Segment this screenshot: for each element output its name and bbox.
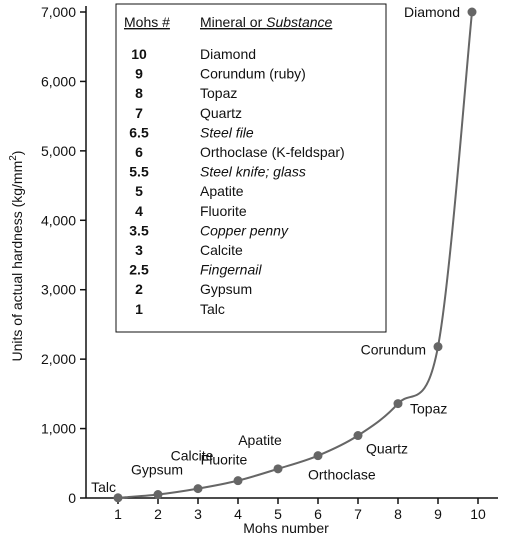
x-tick-label: 9	[434, 506, 442, 522]
table-header-name-plain: Mineral or	[200, 14, 266, 30]
x-tick-label: 6	[314, 506, 322, 522]
table-frame	[115, 3, 387, 333]
table-row-name: Fluorite	[200, 203, 247, 219]
y-tick-label: 3,000	[41, 282, 76, 298]
data-point	[233, 476, 243, 486]
table-row-number: 5.5	[129, 164, 149, 180]
point-label: Orthoclase	[308, 467, 376, 483]
point-label: Quartz	[366, 441, 408, 457]
table-row-number: 10	[131, 46, 147, 62]
mohs-scale-table: Mohs # Mineral or Substance 10 Diamond 9 Co…	[115, 3, 387, 333]
y-tick-label: 6,000	[41, 73, 76, 89]
x-ticks: 1 2 3 4 5 6 7 8 9 10	[114, 498, 486, 522]
y-ticks: 0 1,000 2,000 3,000 4,000 5,000 6,000 7,000	[41, 4, 86, 506]
point-label: Corundum	[361, 342, 426, 358]
table-header-number: Mohs #	[124, 14, 170, 30]
x-tick-label: 2	[154, 506, 162, 522]
y-tick-label: 1,000	[41, 421, 76, 437]
table-header-name-italic: Substance	[266, 14, 332, 30]
x-tick-label: 4	[234, 506, 242, 522]
data-point	[313, 451, 323, 461]
axes: 1 2 3 4 5 6 7 8 9 10 0 1,000 2,000 3,000 4,000 5,000 6,…	[8, 4, 498, 536]
table-row-name: Calcite	[200, 242, 243, 258]
data-point	[113, 493, 123, 503]
point-label: Gypsum	[131, 462, 183, 478]
table-row-number: 3	[135, 242, 143, 258]
table-row-number: 3.5	[129, 222, 149, 238]
table-row-name: Orthoclase (K-feldspar)	[200, 144, 345, 160]
table-rows: 10 Diamond 9 Corundum (ruby) 8 Topaz 7 Quartz 6.…	[129, 46, 344, 317]
y-tick-label: 7,000	[41, 4, 76, 20]
table-row-number: 9	[135, 66, 143, 82]
y-axis-title-end: )	[9, 151, 25, 156]
x-axis-title: Mohs number	[243, 520, 329, 536]
table-row-number: 6	[135, 144, 143, 160]
data-point	[467, 7, 477, 17]
table-row-name: Gypsum	[200, 281, 252, 297]
table-row-number: 6.5	[129, 124, 149, 140]
x-tick-label: 7	[354, 506, 362, 522]
table-row-name: Quartz	[200, 105, 242, 121]
table-row-name: Fingernail	[200, 262, 262, 278]
table-row-number: 7	[135, 105, 143, 121]
hardness-curve	[117, 11, 473, 499]
table-row-name: Apatite	[200, 183, 244, 199]
table-row-number: 2.5	[129, 262, 149, 278]
point-label: Talc	[91, 479, 116, 495]
y-tick-label: 4,000	[41, 212, 76, 228]
table-header-name: Mineral or Substance	[200, 14, 333, 30]
data-point	[153, 490, 163, 500]
data-point	[393, 399, 403, 409]
table-row-name: Topaz	[200, 85, 237, 101]
table-row-number: 4	[135, 203, 143, 219]
table-row-name: Diamond	[200, 46, 256, 62]
table-row-name: Steel knife; glass	[200, 164, 306, 180]
data-markers	[113, 7, 477, 503]
x-tick-label: 1	[114, 506, 122, 522]
table-row-number: 1	[135, 301, 143, 317]
table-row-name: Copper penny	[200, 222, 289, 238]
point-label: Apatite	[238, 432, 282, 448]
y-tick-label: 0	[68, 490, 76, 506]
x-tick-label: 10	[470, 506, 486, 522]
x-tick-label: 3	[194, 506, 202, 522]
point-label: Diamond	[404, 4, 460, 20]
y-axis-title: Units of actual hardness (kg/mm2)	[8, 151, 25, 362]
x-tick-label: 5	[274, 506, 282, 522]
y-tick-label: 5,000	[41, 143, 76, 159]
data-point	[433, 342, 443, 352]
table-row-number: 5	[135, 183, 143, 199]
table-row-name: Steel file	[200, 124, 254, 140]
point-label: Topaz	[410, 401, 447, 417]
data-point	[273, 464, 283, 474]
y-axis-title-sup: 2	[8, 155, 19, 161]
y-axis-title-main: Units of actual hardness (kg/mm	[9, 161, 25, 362]
point-label: Fluorite	[201, 452, 248, 468]
table-row-number: 8	[135, 85, 143, 101]
table-row-name: Corundum (ruby)	[200, 66, 306, 82]
table-row-number: 2	[135, 281, 143, 297]
y-tick-label: 2,000	[41, 351, 76, 367]
data-point	[193, 484, 203, 494]
table-row-name: Talc	[200, 301, 225, 317]
x-tick-label: 8	[394, 506, 402, 522]
point-label: Calcite	[171, 448, 214, 464]
data-point	[353, 431, 363, 441]
point-labels: TalcGypsumCalciteFluoriteApatiteOrthocla…	[91, 4, 460, 495]
